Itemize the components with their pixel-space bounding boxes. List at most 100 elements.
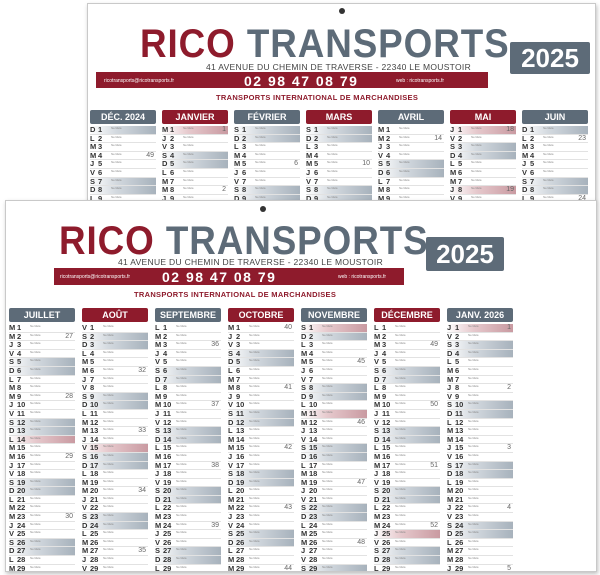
saint-name: Ste Marie: [468, 557, 479, 561]
saint-name: Ste Marie: [30, 385, 41, 389]
weekday-letter: M: [447, 556, 454, 565]
week-number: 52: [430, 521, 438, 529]
weekday-letter: J: [450, 126, 455, 134]
day-row: V 3 Ste Marie: [162, 143, 228, 152]
saint-name: Ste Marie: [103, 325, 114, 328]
day-row: S 3 Ste Marie: [450, 143, 516, 152]
day-row: D 7 Ste Marie: [374, 375, 440, 385]
day-row: D 25 Ste Marie: [447, 530, 513, 539]
saint-name: Ste Marie: [543, 187, 554, 191]
day-number: 16: [382, 452, 391, 461]
day-row: J 13 Ste Marie: [301, 427, 367, 436]
saint-name: Ste Marie: [468, 410, 479, 414]
day-number: 1: [382, 324, 387, 332]
day-number: 6: [314, 168, 319, 177]
saint-name: Ste Marie: [183, 127, 194, 130]
month-header: MARS: [306, 110, 372, 124]
saint-name: Ste Marie: [471, 161, 482, 165]
weekday-letter: L: [306, 143, 311, 152]
day-row: L 26 Ste Marie: [447, 539, 513, 548]
weekday-letter: M: [447, 435, 454, 444]
weekday-letter: D: [9, 547, 15, 556]
day-number: 17: [163, 461, 172, 470]
saint-name: Ste Marie: [183, 169, 194, 173]
weekday-letter: S: [522, 177, 528, 186]
weekday-letter: M: [155, 521, 162, 530]
saint-name: Ste Marie: [543, 127, 554, 130]
saint-name: Ste Marie: [30, 342, 41, 346]
weekday-letter: M: [306, 160, 313, 169]
saint-name: Ste Marie: [322, 505, 333, 509]
saint-name: Ste Marie: [249, 531, 260, 535]
email-text[interactable]: ricotransports@ricotransports.fr: [104, 78, 175, 84]
day-row: M 24 Ste Marie 52: [374, 522, 440, 531]
day-row: M 14 Ste Marie: [228, 436, 294, 445]
weekday-letter: L: [228, 487, 233, 496]
weekday-letter: D: [522, 126, 528, 134]
day-row: J 23 Ste Marie: [228, 513, 294, 522]
saint-name: Ste Marie: [249, 522, 260, 526]
day-number: 6: [242, 168, 247, 177]
day-number: 8: [455, 384, 460, 393]
day-number: 6: [309, 366, 314, 375]
saint-name: Ste Marie: [176, 496, 187, 500]
day-row: S 4 Ste Marie: [162, 151, 228, 161]
day-number: 11: [309, 409, 317, 418]
saint-name: Ste Marie: [468, 471, 479, 475]
website-text[interactable]: web : ricotransports.fr: [338, 274, 387, 280]
weekday-letter: V: [90, 168, 96, 177]
email-text[interactable]: ricotransports@ricotransports.fr: [60, 274, 131, 280]
day-row: L 4 Ste Marie: [82, 350, 148, 359]
day-row: D 9 Ste Marie: [234, 194, 300, 201]
saint-name: Ste Marie: [395, 539, 406, 543]
weekday-letter: D: [90, 126, 96, 134]
day-number: 9: [242, 194, 247, 201]
day-number: 3: [170, 143, 175, 152]
day-number: 7: [309, 375, 314, 384]
saint-name: Ste Marie: [30, 445, 41, 449]
weekday-letter: L: [374, 324, 379, 332]
saint-name: Ste Marie: [111, 161, 122, 165]
day-row: V 11 Ste Marie: [9, 410, 75, 419]
day-row: L 18 Ste Marie: [82, 470, 148, 479]
month-header: MAI: [450, 110, 516, 124]
weekday-letter: L: [447, 478, 452, 487]
day-number: 7: [458, 177, 463, 186]
day-row: V 9 Ste Marie: [450, 195, 516, 200]
saint-name: Ste Marie: [471, 152, 482, 156]
day-number: 9: [386, 194, 391, 201]
weekday-letter: L: [155, 324, 160, 332]
day-number: 13: [309, 427, 318, 436]
weekday-letter: J: [447, 504, 452, 513]
day-row: J 8 Ste Marie 2: [447, 384, 513, 393]
saint-name: Ste Marie: [249, 359, 260, 363]
weekday-letter: J: [306, 168, 311, 177]
weekday-letter: S: [374, 547, 380, 556]
week-number: 46: [357, 418, 365, 426]
saint-name: Ste Marie: [255, 178, 266, 182]
saint-name: Ste Marie: [395, 402, 406, 406]
saint-name: Ste Marie: [30, 505, 41, 509]
saint-name: Ste Marie: [103, 428, 114, 432]
day-number: 8: [382, 384, 387, 393]
day-row: V 29 Ste Marie: [82, 565, 148, 571]
saint-name: Ste Marie: [176, 350, 187, 354]
saint-name: Ste Marie: [30, 462, 41, 466]
week-number: 47: [357, 478, 365, 486]
day-number: 25: [309, 530, 318, 539]
weekday-letter: J: [378, 143, 383, 152]
website-text[interactable]: web : ricotransports.fr: [396, 78, 445, 84]
saint-name: Ste Marie: [249, 342, 260, 346]
day-number: 17: [90, 461, 99, 470]
weekday-letter: M: [450, 177, 457, 186]
weekday-letter: S: [82, 332, 88, 341]
weekday-letter: M: [155, 513, 162, 522]
day-row: S 11 Ste Marie: [228, 409, 294, 419]
weekday-letter: M: [228, 384, 235, 393]
weekday-letter: J: [374, 530, 379, 539]
day-number: 15: [90, 444, 99, 453]
day-row: J 28 Ste Marie: [82, 556, 148, 565]
day-row: J 6 Ste Marie: [234, 169, 300, 178]
weekday-letter: S: [447, 341, 453, 350]
day-number: 25: [382, 530, 391, 539]
